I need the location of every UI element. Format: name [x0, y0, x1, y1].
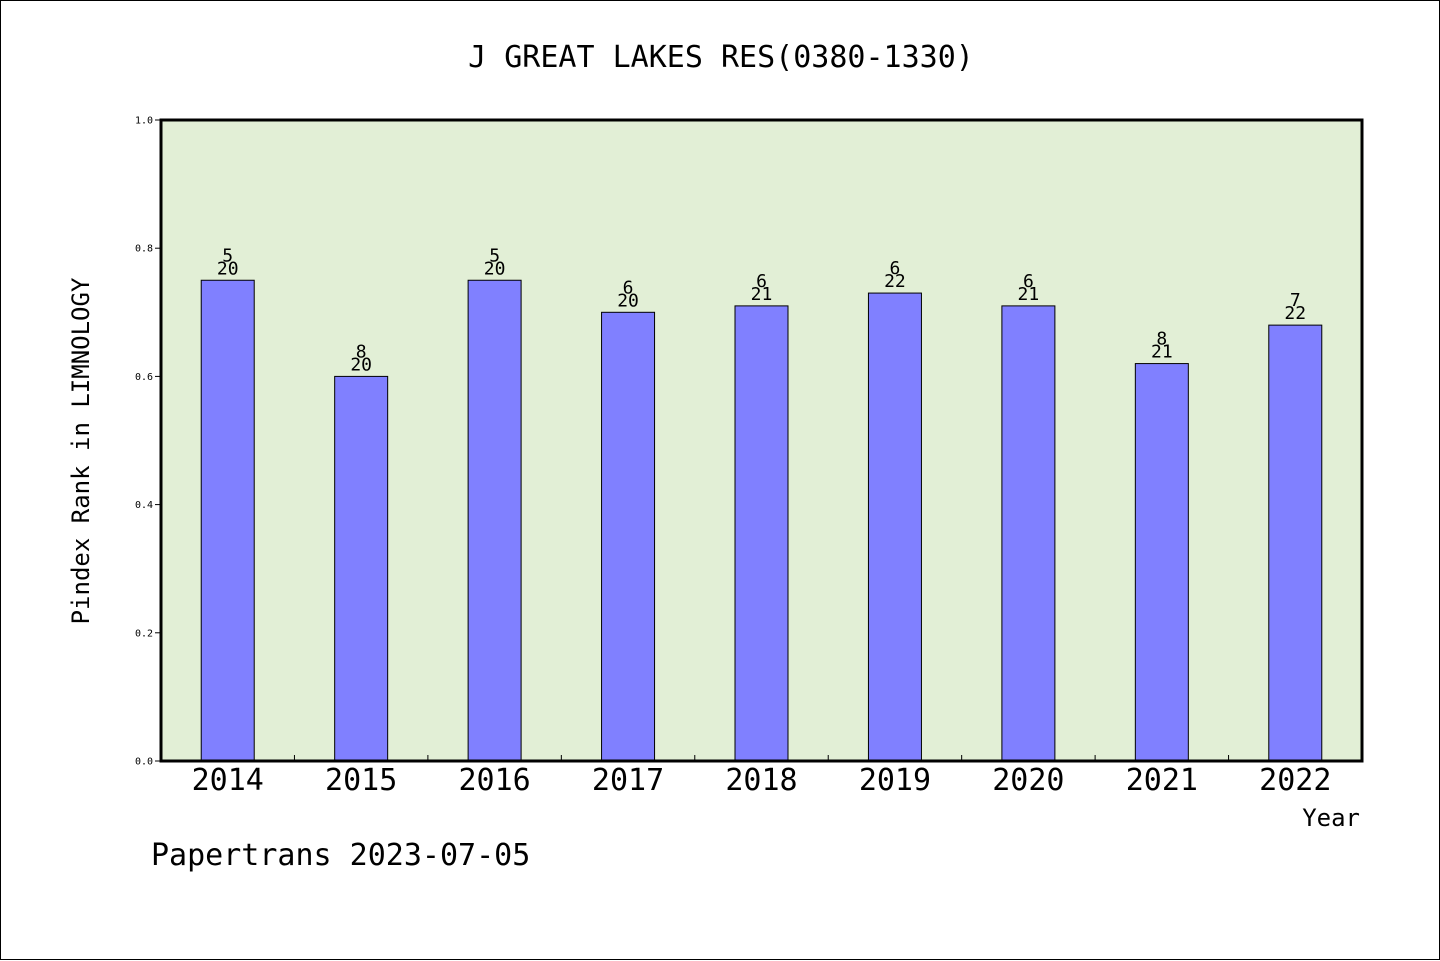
bar-2015: [334, 375, 389, 762]
x-tick-label: 2016: [458, 763, 530, 798]
x-tick-label: 2021: [1126, 763, 1198, 798]
x-tick-label: 2015: [325, 763, 397, 798]
bar-rank-label: 8: [356, 341, 367, 362]
bar-rank-label: 6: [623, 277, 634, 298]
y-axis-title: Pindex Rank in LIMNOLOGY: [67, 277, 95, 624]
x-tick-label: 2020: [992, 763, 1064, 798]
bar-2019: [867, 292, 922, 762]
bar-2021: [1134, 363, 1189, 762]
bar-rank-label: 8: [1156, 329, 1167, 350]
bar-rank-label: 5: [489, 245, 500, 266]
axis-ticks: 2014 2015 2016 2017 2018 2019 2020 2021 20220.00…: [135, 116, 1331, 799]
bar-rank-label: 6: [890, 258, 901, 279]
chart-title: J GREAT LAKES RES(0380-1330): [468, 40, 974, 75]
x-tick-label: 2014: [192, 763, 264, 798]
bar-2018: [734, 305, 789, 762]
bar-2014: [200, 279, 255, 762]
bar-total-label: 22: [1284, 303, 1306, 324]
bar-2017: [601, 311, 656, 762]
bar-2020: [1001, 305, 1056, 762]
bar-2022: [1268, 324, 1323, 762]
plot-frame: [159, 118, 1364, 763]
bar-rank-label: 5: [222, 245, 233, 266]
bar-total-label: 20: [617, 290, 639, 311]
bar-total-label: 20: [484, 258, 506, 279]
y-tick-label: 0.0: [135, 757, 153, 768]
y-tick-label: 1.0: [135, 116, 153, 127]
bar-2016: [467, 279, 522, 762]
bar-rank-label: 6: [1023, 271, 1034, 292]
bar-total-label: 20: [217, 258, 239, 279]
footer-text: Papertrans 2023-07-05: [151, 838, 530, 873]
bar-rank-label: 7: [1290, 290, 1301, 311]
bar-total-label: 21: [1151, 342, 1173, 363]
x-tick-label: 2022: [1259, 763, 1331, 798]
bar-rank-label: 6: [756, 271, 767, 292]
x-axis-title: Year: [1302, 804, 1360, 832]
y-tick-label: 0.8: [135, 244, 153, 255]
x-tick-label: 2018: [725, 763, 797, 798]
y-tick-label: 0.2: [135, 628, 153, 639]
y-tick-label: 0.6: [135, 372, 153, 383]
bar-total-label: 20: [350, 354, 372, 375]
x-tick-label: 2019: [859, 763, 931, 798]
bar-total-label: 22: [884, 271, 906, 292]
y-tick-label: 0.4: [135, 500, 153, 511]
x-tick-label: 2017: [592, 763, 664, 798]
bar-total-label: 21: [751, 284, 773, 305]
bar-total-label: 21: [1018, 284, 1040, 305]
